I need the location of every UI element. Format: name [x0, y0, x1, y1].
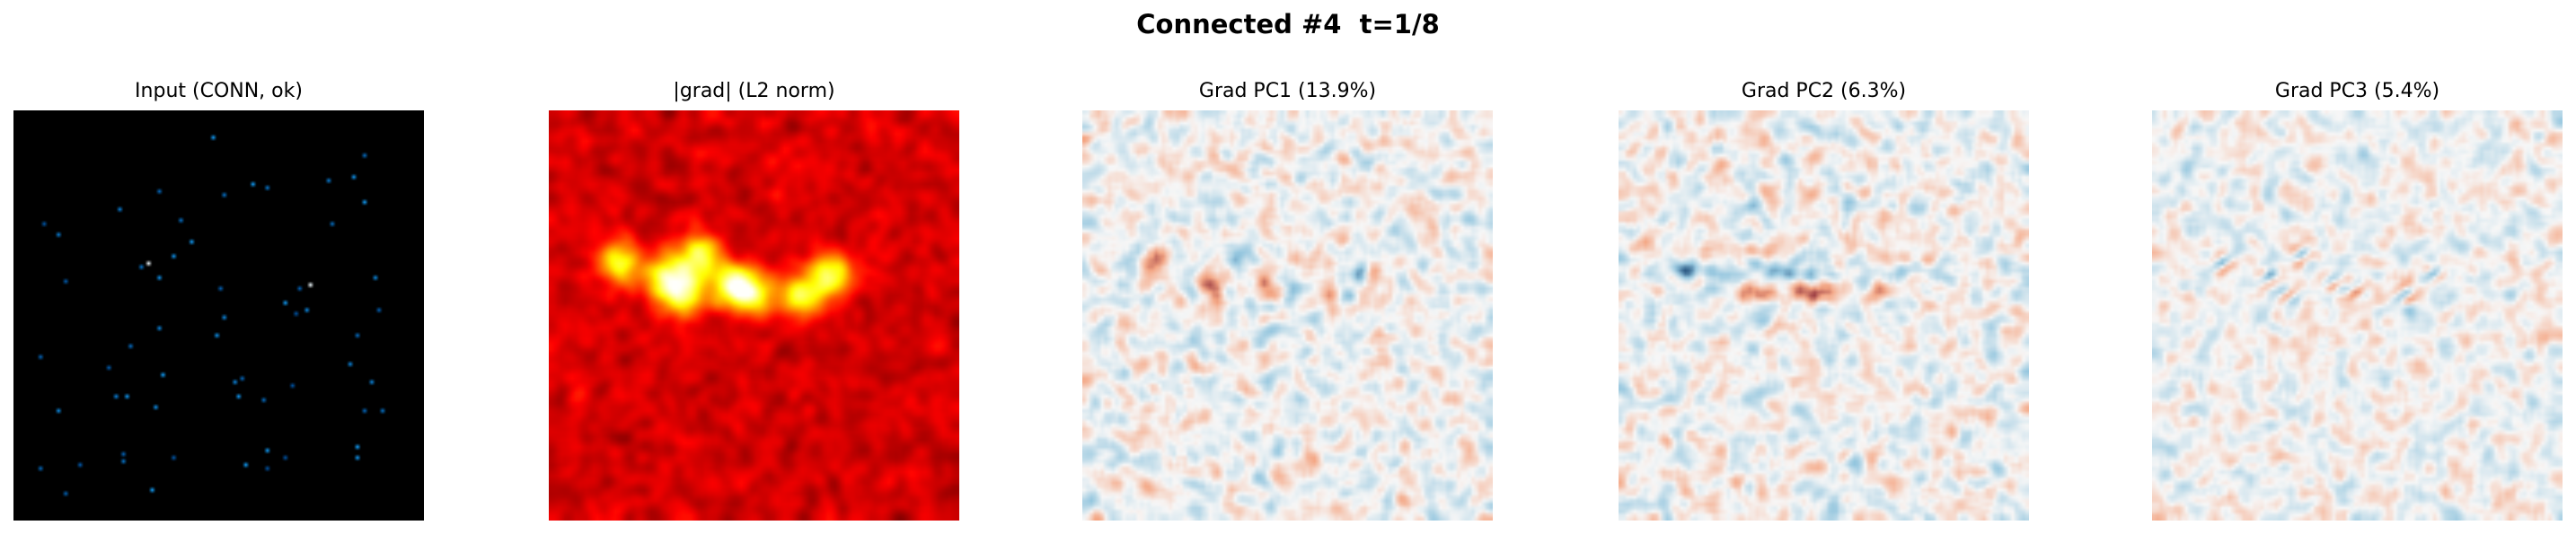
- panel-title: Grad PC3 (5.4%): [2274, 80, 2440, 102]
- heatmap-grad-pc3: [2152, 110, 2563, 521]
- panel-grad-pc2: Grad PC2 (6.3%): [1619, 80, 2029, 521]
- heatmap-grad-pc1: [1082, 110, 1493, 521]
- panel-title: Grad PC2 (6.3%): [1741, 80, 1907, 102]
- panel-title: Grad PC1 (13.9%): [1198, 80, 1377, 102]
- figure-title: Connected #4 t=1/8: [1136, 9, 1440, 39]
- panel-title: Input (CONN, ok): [135, 80, 303, 102]
- panel-title: |grad| (L2 norm): [673, 80, 835, 102]
- heatmap-grad-norm: [549, 110, 959, 521]
- heatmap-grad-pc2: [1619, 110, 2029, 521]
- panel-grad-pc3: Grad PC3 (5.4%): [2152, 80, 2563, 521]
- heatmap-input: [13, 110, 424, 521]
- panel-grad-pc1: Grad PC1 (13.9%): [1082, 80, 1493, 521]
- panel-grad-norm: |grad| (L2 norm): [549, 80, 959, 521]
- panel-input: Input (CONN, ok): [13, 80, 424, 521]
